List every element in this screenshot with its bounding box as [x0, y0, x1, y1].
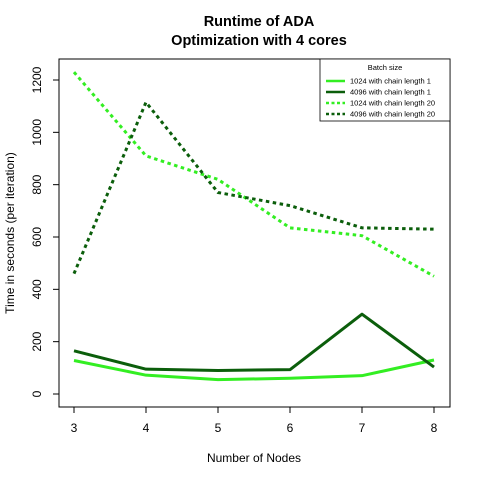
- x-tick-label: 5: [215, 421, 222, 435]
- y-tick-label: 400: [30, 279, 44, 299]
- legend-title: Batch size: [368, 63, 403, 72]
- chart-subtitle: Optimization with 4 cores: [171, 33, 347, 49]
- x-axis-label: Number of Nodes: [207, 451, 301, 465]
- x-tick-label: 4: [143, 421, 150, 435]
- y-axis-label: Time in seconds (per iteration): [3, 152, 17, 314]
- axis-layer: 3 4 5 6 7 8 0 200 400 600 800 1000 1200: [30, 66, 438, 435]
- x-tick-label: 7: [359, 421, 366, 435]
- y-tick-label: 1200: [30, 66, 44, 93]
- series-layer: [72, 71, 435, 382]
- legend-box: [319, 58, 451, 122]
- legend-label-4: 4096 with chain length 20: [350, 110, 435, 119]
- legend-label-3: 1024 with chain length 20: [350, 99, 435, 108]
- y-tick-label: 800: [30, 174, 44, 194]
- x-tick-label: 3: [71, 421, 78, 435]
- x-tick-label: 6: [287, 421, 294, 435]
- y-tick-label: 1000: [30, 119, 44, 146]
- legend-entries: 1024 with chain length 1 4096 with chain …: [326, 77, 435, 119]
- legend-label-1: 1024 with chain length 1: [350, 77, 431, 86]
- series-line-3: [72, 71, 435, 278]
- y-tick-label: 0: [30, 390, 44, 397]
- series-line-2: [73, 312, 435, 372]
- y-tick-label: 600: [30, 227, 44, 247]
- series-line-4: [72, 100, 435, 275]
- legend-label-2: 4096 with chain length 1: [350, 88, 431, 97]
- y-tick-label: 200: [30, 331, 44, 351]
- series-line-1: [73, 358, 435, 382]
- x-tick-label: 8: [431, 421, 438, 435]
- legend: Batch size 1024 with chain length 1 4096 …: [319, 58, 451, 122]
- chart-title: Runtime of ADA: [204, 14, 315, 30]
